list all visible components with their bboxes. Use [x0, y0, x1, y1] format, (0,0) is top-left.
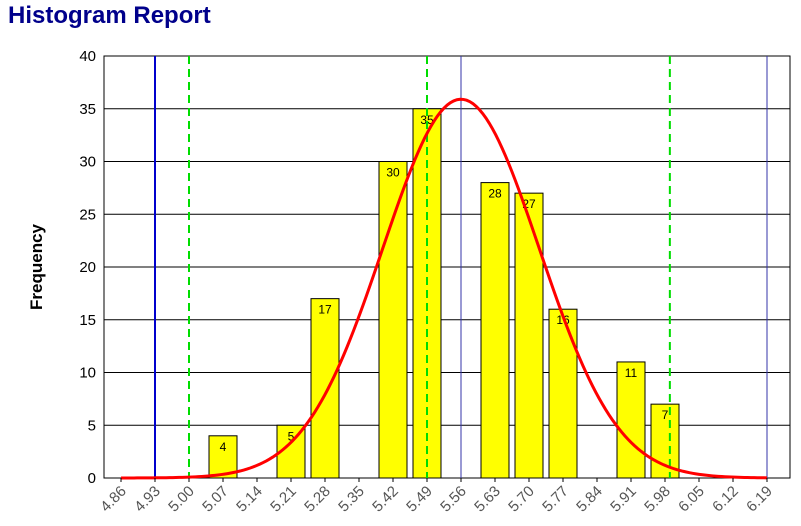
x-tick-label: 5.49 [403, 483, 436, 516]
bar-data-label: 7 [662, 408, 669, 422]
y-tick-label: 15 [79, 312, 96, 329]
bar-data-label: 35 [420, 113, 434, 127]
histogram-bar [514, 192, 544, 479]
x-tick-label: 5.28 [301, 483, 334, 516]
x-tick-label: 4.93 [131, 483, 164, 516]
y-tick-label: 35 [79, 101, 96, 118]
normal-curve [120, 97, 768, 480]
bar-data-label: 17 [318, 303, 332, 317]
x-tick-label: 4.86 [97, 483, 130, 516]
y-tick-label: 40 [79, 48, 96, 65]
histogram-bar [548, 308, 578, 479]
y-tick-label: 5 [88, 417, 96, 434]
x-tick-label: 6.19 [743, 483, 776, 516]
x-tick-label: 5.07 [199, 483, 232, 516]
x-tick-label: 5.56 [437, 483, 470, 516]
x-tick-label: 5.21 [267, 483, 300, 516]
histogram-bar [480, 182, 510, 479]
x-tick-label: 5.00 [165, 483, 198, 516]
bar-data-label: 5 [288, 429, 295, 443]
page-title: Histogram Report [8, 2, 211, 29]
x-tick-label: 5.35 [335, 483, 368, 516]
bar-data-label: 11 [625, 366, 638, 380]
x-tick-label: 5.98 [641, 483, 674, 516]
x-tick-label: 6.12 [709, 483, 742, 516]
y-tick-label: 30 [79, 154, 96, 171]
histogram-bar [310, 298, 340, 479]
x-tick-label: 6.05 [675, 483, 708, 516]
y-tick-label: 0 [88, 470, 96, 487]
y-axis-label: Frequency [27, 223, 46, 310]
x-tick-label: 5.42 [369, 483, 402, 516]
bar-data-label: 28 [488, 187, 502, 201]
histogram-bar [616, 361, 646, 479]
x-tick-label: 5.84 [573, 483, 606, 516]
y-tick-label: 25 [79, 206, 96, 223]
bar-data-label: 30 [386, 166, 400, 180]
bar-data-label: 4 [220, 440, 227, 454]
histogram-bar [378, 161, 408, 479]
x-tick-label: 5.77 [539, 483, 572, 516]
x-tick-label: 5.63 [471, 483, 504, 516]
x-tick-label: 5.14 [233, 483, 266, 516]
y-tick-label: 20 [79, 259, 96, 276]
y-tick-label: 10 [79, 365, 96, 382]
x-tick-label: 5.91 [607, 483, 640, 516]
x-tick-label: 5.70 [505, 483, 538, 516]
